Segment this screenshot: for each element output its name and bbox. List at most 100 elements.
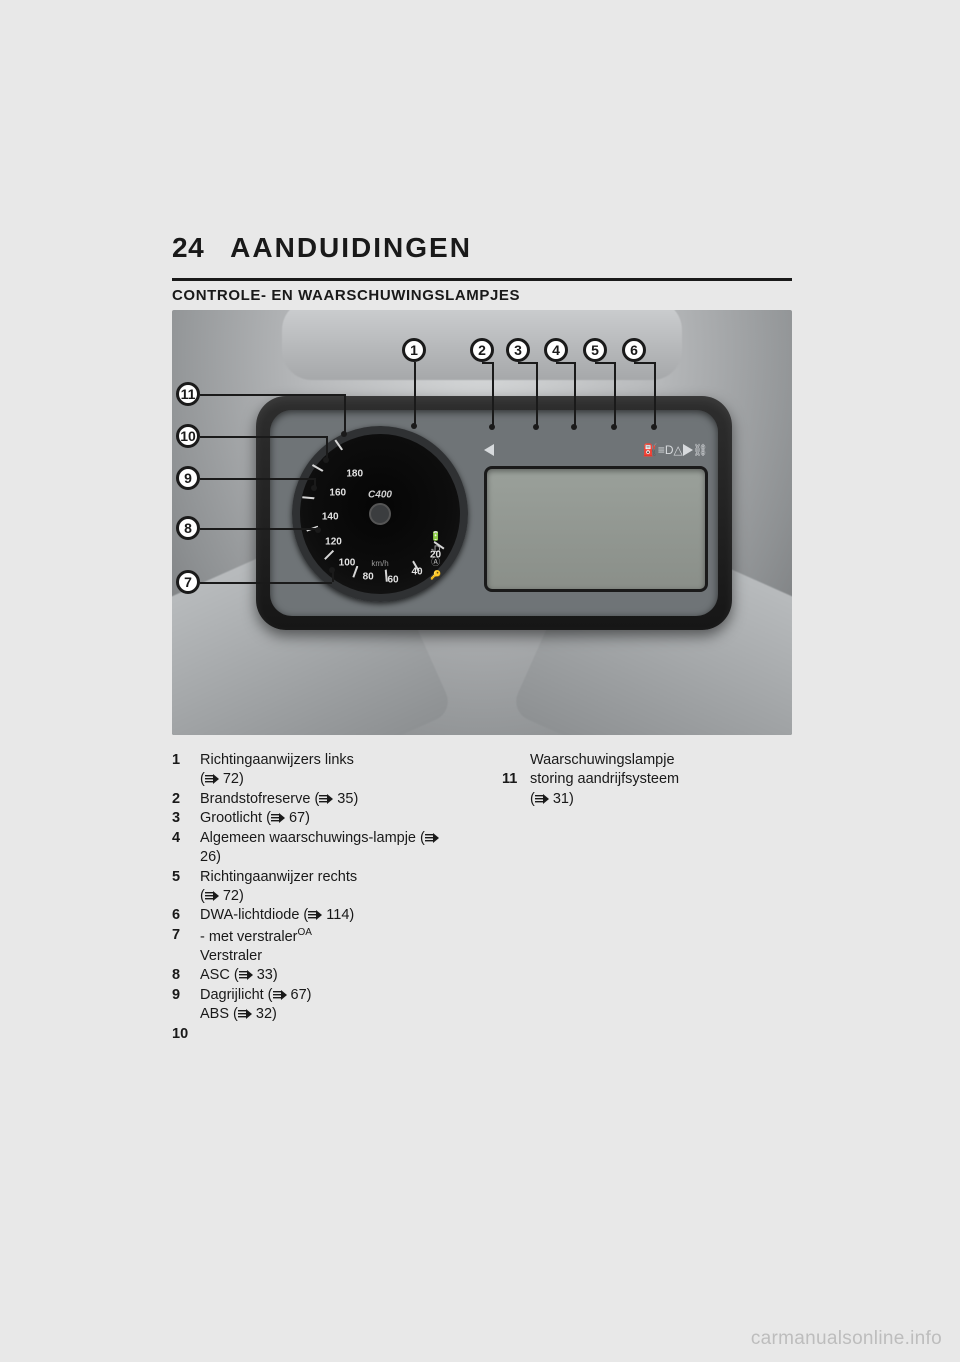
callout-badge-1: 1	[402, 338, 426, 362]
page-ref-icon	[319, 794, 333, 804]
legend-item-text: storing aandrijfsysteem( 31)	[530, 770, 790, 809]
legend-item: 1Richtingaanwijzers links( 72)	[172, 751, 460, 790]
callout-badge-2: 2	[470, 338, 494, 362]
legend-item: 8ASC ( 33)	[172, 966, 460, 985]
legend-item: 5Richtingaanwijzer rechts( 72)	[172, 868, 460, 907]
speedo-number: 80	[363, 571, 374, 582]
legend-item: 9Dagrijlicht ( 67)ABS ( 32)	[172, 986, 460, 1025]
speedo-number: 140	[322, 511, 339, 522]
legend-item: 7- met verstralerOAVerstraler	[172, 926, 460, 967]
legend: 1Richtingaanwijzers links( 72)2Brandstof…	[172, 751, 792, 1044]
leader-end	[571, 424, 577, 430]
leader-line	[414, 362, 416, 426]
legend-item-text	[200, 1025, 460, 1044]
legend-item-number: 2	[172, 790, 200, 809]
page-ref-icon	[273, 990, 287, 1000]
leader-line	[344, 394, 346, 434]
key-icon: 🔑	[430, 569, 441, 582]
legend-item-text: Algemeen waarschuwings-lampje ( 26)	[200, 829, 460, 868]
callout-badge-9: 9	[176, 466, 200, 490]
leader-end	[533, 424, 539, 430]
legend-item-text: Richtingaanwijzers links( 72)	[200, 751, 460, 790]
page-ref-icon	[271, 813, 285, 823]
leader-end	[329, 567, 335, 573]
leader-line	[492, 362, 494, 427]
callout-badge-5: 5	[583, 338, 607, 362]
legend-item-number: 8	[172, 966, 200, 985]
section-title: CONTROLE- EN WAARSCHUWINGSLAMPJES	[172, 287, 792, 304]
leader-end	[651, 424, 657, 430]
page-ref-icon	[308, 910, 322, 920]
turn-signal-right-icon	[683, 444, 693, 456]
leader-line	[614, 362, 616, 427]
speedo-number: 100	[339, 558, 356, 569]
legend-column-right: Waarschuwingslampje11storing aandrijfsys…	[502, 751, 790, 1044]
legend-item: 3Grootlicht ( 67)	[172, 809, 460, 828]
page-ref-icon	[239, 970, 253, 980]
page-ref-icon	[238, 1009, 252, 1019]
callout-badge-6: 6	[622, 338, 646, 362]
legend-item: 11storing aandrijfsysteem( 31)	[502, 770, 790, 809]
leader-line	[654, 362, 656, 427]
page-number: 24	[172, 232, 204, 264]
legend-item-number: 7	[172, 926, 200, 967]
speedo-tick	[379, 503, 444, 549]
leader-line	[536, 362, 538, 427]
legend-item-number: 1	[172, 751, 200, 790]
leader-end	[311, 485, 317, 491]
speedo-number: 40	[411, 567, 422, 578]
highbeam-icon: ≡D	[658, 443, 674, 457]
legend-item-number: 6	[172, 906, 200, 925]
leader-line	[556, 362, 574, 364]
telltale-row: ⛽ ≡D △ ⛓	[484, 440, 708, 460]
legend-item-text: Brandstofreserve ( 35)	[200, 790, 460, 809]
instrument-cluster-figure: C400 km/h 🔋 -D Ⓐ 🔑 204060801001201401601…	[172, 310, 792, 735]
leader-line	[200, 478, 314, 480]
leader-end	[611, 424, 617, 430]
legend-item: 2Brandstofreserve ( 35)	[172, 790, 460, 809]
callout-badge-10: 10	[176, 424, 200, 448]
leader-line	[574, 362, 576, 427]
speedo-number: 20	[430, 550, 441, 561]
page-ref-icon	[205, 891, 219, 901]
leader-end	[341, 431, 347, 437]
legend-item-number: 4	[172, 829, 200, 868]
turn-signal-left-icon	[484, 444, 494, 456]
cluster-bezel: C400 km/h 🔋 -D Ⓐ 🔑 204060801001201401601…	[270, 410, 718, 616]
leader-end	[323, 457, 329, 463]
legend-column-left: 1Richtingaanwijzers links( 72)2Brandstof…	[172, 751, 460, 1044]
legend-item: 10	[172, 1025, 460, 1044]
page-header: 24 AANDUIDINGEN	[172, 232, 792, 264]
leader-end	[315, 527, 321, 533]
callout-badge-8: 8	[176, 516, 200, 540]
leader-end	[411, 423, 417, 429]
leader-line	[595, 362, 614, 364]
speedo-number: 120	[325, 536, 342, 547]
legend-item-text: Dagrijlicht ( 67)ABS ( 32)	[200, 986, 460, 1025]
speedo-number: 180	[346, 469, 363, 480]
legend-item-number: 10	[172, 1025, 200, 1044]
leader-end	[489, 424, 495, 430]
callout-badge-4: 4	[544, 338, 568, 362]
page-ref-icon	[535, 794, 549, 804]
legend-item-number: 5	[172, 868, 200, 907]
lcd-display	[484, 466, 708, 592]
dwa-icon: ⛓	[693, 443, 708, 457]
leader-line	[200, 582, 332, 584]
callout-badge-3: 3	[506, 338, 530, 362]
legend-item-text: - met verstralerOAVerstraler	[200, 926, 460, 967]
speedo-number: 160	[329, 488, 346, 499]
section-rule	[172, 278, 792, 281]
legend-item-text: ASC ( 33)	[200, 966, 460, 985]
legend-item-number: 11	[502, 770, 530, 809]
leader-line	[482, 362, 492, 364]
legend-item-text: Grootlicht ( 67)	[200, 809, 460, 828]
legend-item-number: 3	[172, 809, 200, 828]
legend-item-number	[502, 751, 530, 770]
leader-line	[200, 394, 344, 396]
speedometer: C400 km/h 🔋 -D Ⓐ 🔑 204060801001201401601…	[292, 426, 468, 602]
leader-line	[634, 362, 654, 364]
leader-line	[200, 528, 318, 530]
watermark: carmanualsonline.info	[751, 1328, 942, 1350]
page-ref-icon	[205, 774, 219, 784]
